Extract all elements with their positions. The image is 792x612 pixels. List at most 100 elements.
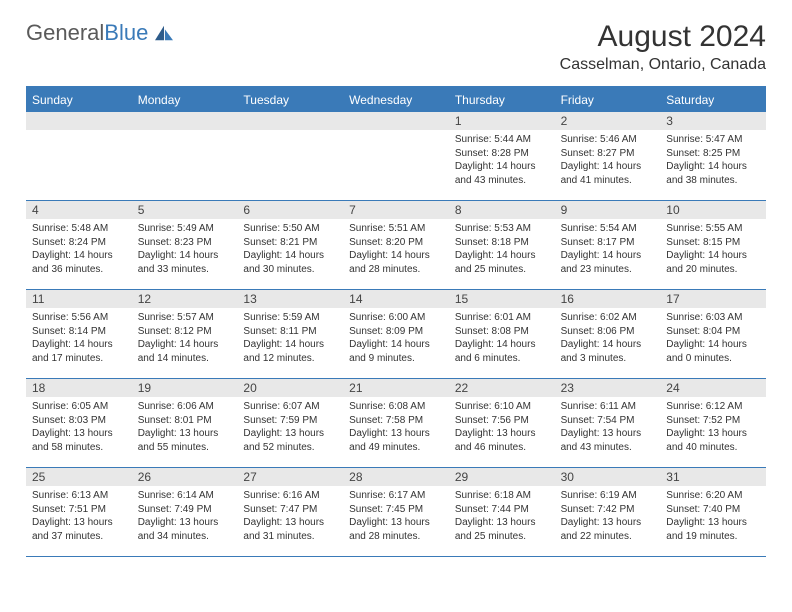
day-number: 16: [555, 290, 661, 308]
day-body: Sunrise: 6:17 AMSunset: 7:45 PMDaylight:…: [343, 486, 449, 547]
sunset-text: Sunset: 8:12 PM: [138, 325, 232, 339]
day-body: Sunrise: 5:54 AMSunset: 8:17 PMDaylight:…: [555, 219, 661, 280]
day-cell: 19Sunrise: 6:06 AMSunset: 8:01 PMDayligh…: [132, 379, 238, 467]
sunrise-text: Sunrise: 6:07 AM: [243, 400, 337, 414]
logo: GeneralBlue: [26, 20, 175, 46]
day-cell: 14Sunrise: 6:00 AMSunset: 8:09 PMDayligh…: [343, 290, 449, 378]
day-number: 4: [26, 201, 132, 219]
day-cell: 17Sunrise: 6:03 AMSunset: 8:04 PMDayligh…: [660, 290, 766, 378]
day-cell: [237, 112, 343, 200]
day-cell: 1Sunrise: 5:44 AMSunset: 8:28 PMDaylight…: [449, 112, 555, 200]
daylight-text: Daylight: 14 hours and 9 minutes.: [349, 338, 443, 365]
weekday-header: Friday: [555, 88, 661, 112]
sunrise-text: Sunrise: 6:10 AM: [455, 400, 549, 414]
week-row: 18Sunrise: 6:05 AMSunset: 8:03 PMDayligh…: [26, 379, 766, 468]
sunrise-text: Sunrise: 6:03 AM: [666, 311, 760, 325]
sunset-text: Sunset: 7:44 PM: [455, 503, 549, 517]
sunset-text: Sunset: 7:49 PM: [138, 503, 232, 517]
day-number: 20: [237, 379, 343, 397]
daylight-text: Daylight: 14 hours and 43 minutes.: [455, 160, 549, 187]
sunrise-text: Sunrise: 5:47 AM: [666, 133, 760, 147]
daylight-text: Daylight: 14 hours and 17 minutes.: [32, 338, 126, 365]
week-row: 25Sunrise: 6:13 AMSunset: 7:51 PMDayligh…: [26, 468, 766, 557]
sunset-text: Sunset: 8:01 PM: [138, 414, 232, 428]
sunset-text: Sunset: 8:24 PM: [32, 236, 126, 250]
daylight-text: Daylight: 13 hours and 58 minutes.: [32, 427, 126, 454]
day-cell: 2Sunrise: 5:46 AMSunset: 8:27 PMDaylight…: [555, 112, 661, 200]
sunrise-text: Sunrise: 6:06 AM: [138, 400, 232, 414]
day-number-empty: [237, 112, 343, 130]
sunrise-text: Sunrise: 6:00 AM: [349, 311, 443, 325]
calendar-page: GeneralBlue August 2024 Casselman, Ontar…: [0, 0, 792, 567]
daylight-text: Daylight: 14 hours and 0 minutes.: [666, 338, 760, 365]
sunrise-text: Sunrise: 5:53 AM: [455, 222, 549, 236]
day-body: Sunrise: 5:44 AMSunset: 8:28 PMDaylight:…: [449, 130, 555, 191]
sunrise-text: Sunrise: 6:11 AM: [561, 400, 655, 414]
sunset-text: Sunset: 8:25 PM: [666, 147, 760, 161]
sunrise-text: Sunrise: 6:13 AM: [32, 489, 126, 503]
day-cell: 25Sunrise: 6:13 AMSunset: 7:51 PMDayligh…: [26, 468, 132, 556]
sunset-text: Sunset: 8:20 PM: [349, 236, 443, 250]
sunrise-text: Sunrise: 6:16 AM: [243, 489, 337, 503]
sunset-text: Sunset: 7:52 PM: [666, 414, 760, 428]
week-row: 4Sunrise: 5:48 AMSunset: 8:24 PMDaylight…: [26, 201, 766, 290]
day-body: Sunrise: 6:13 AMSunset: 7:51 PMDaylight:…: [26, 486, 132, 547]
sunrise-text: Sunrise: 6:20 AM: [666, 489, 760, 503]
day-number: 31: [660, 468, 766, 486]
sunrise-text: Sunrise: 6:19 AM: [561, 489, 655, 503]
sunset-text: Sunset: 7:59 PM: [243, 414, 337, 428]
daylight-text: Daylight: 14 hours and 36 minutes.: [32, 249, 126, 276]
day-number: 6: [237, 201, 343, 219]
logo-text-blue: Blue: [104, 20, 148, 45]
day-body: Sunrise: 5:49 AMSunset: 8:23 PMDaylight:…: [132, 219, 238, 280]
day-body: Sunrise: 5:57 AMSunset: 8:12 PMDaylight:…: [132, 308, 238, 369]
sunrise-text: Sunrise: 6:05 AM: [32, 400, 126, 414]
day-number: 1: [449, 112, 555, 130]
daylight-text: Daylight: 13 hours and 19 minutes.: [666, 516, 760, 543]
day-cell: 11Sunrise: 5:56 AMSunset: 8:14 PMDayligh…: [26, 290, 132, 378]
day-cell: 28Sunrise: 6:17 AMSunset: 7:45 PMDayligh…: [343, 468, 449, 556]
daylight-text: Daylight: 14 hours and 28 minutes.: [349, 249, 443, 276]
sunrise-text: Sunrise: 6:02 AM: [561, 311, 655, 325]
day-number: 26: [132, 468, 238, 486]
weekday-header: Thursday: [449, 88, 555, 112]
day-number: 2: [555, 112, 661, 130]
day-body: Sunrise: 5:48 AMSunset: 8:24 PMDaylight:…: [26, 219, 132, 280]
daylight-text: Daylight: 14 hours and 12 minutes.: [243, 338, 337, 365]
day-cell: 21Sunrise: 6:08 AMSunset: 7:58 PMDayligh…: [343, 379, 449, 467]
weekday-header: Monday: [132, 88, 238, 112]
sunrise-text: Sunrise: 6:18 AM: [455, 489, 549, 503]
daylight-text: Daylight: 13 hours and 37 minutes.: [32, 516, 126, 543]
daylight-text: Daylight: 13 hours and 31 minutes.: [243, 516, 337, 543]
daylight-text: Daylight: 13 hours and 43 minutes.: [561, 427, 655, 454]
sunrise-text: Sunrise: 5:55 AM: [666, 222, 760, 236]
sunset-text: Sunset: 7:58 PM: [349, 414, 443, 428]
weekday-header: Sunday: [26, 88, 132, 112]
week-row: 11Sunrise: 5:56 AMSunset: 8:14 PMDayligh…: [26, 290, 766, 379]
day-body: Sunrise: 5:53 AMSunset: 8:18 PMDaylight:…: [449, 219, 555, 280]
day-cell: 7Sunrise: 5:51 AMSunset: 8:20 PMDaylight…: [343, 201, 449, 289]
day-body: Sunrise: 6:00 AMSunset: 8:09 PMDaylight:…: [343, 308, 449, 369]
day-body: Sunrise: 6:12 AMSunset: 7:52 PMDaylight:…: [660, 397, 766, 458]
daylight-text: Daylight: 13 hours and 28 minutes.: [349, 516, 443, 543]
day-body: Sunrise: 5:47 AMSunset: 8:25 PMDaylight:…: [660, 130, 766, 191]
day-cell: 13Sunrise: 5:59 AMSunset: 8:11 PMDayligh…: [237, 290, 343, 378]
day-body: Sunrise: 6:06 AMSunset: 8:01 PMDaylight:…: [132, 397, 238, 458]
day-number: 23: [555, 379, 661, 397]
day-body: Sunrise: 6:08 AMSunset: 7:58 PMDaylight:…: [343, 397, 449, 458]
daylight-text: Daylight: 14 hours and 6 minutes.: [455, 338, 549, 365]
day-cell: 10Sunrise: 5:55 AMSunset: 8:15 PMDayligh…: [660, 201, 766, 289]
sunrise-text: Sunrise: 5:50 AM: [243, 222, 337, 236]
sunrise-text: Sunrise: 6:01 AM: [455, 311, 549, 325]
day-number: 29: [449, 468, 555, 486]
sunset-text: Sunset: 8:15 PM: [666, 236, 760, 250]
sunrise-text: Sunrise: 5:56 AM: [32, 311, 126, 325]
day-cell: 15Sunrise: 6:01 AMSunset: 8:08 PMDayligh…: [449, 290, 555, 378]
sunset-text: Sunset: 8:27 PM: [561, 147, 655, 161]
daylight-text: Daylight: 13 hours and 34 minutes.: [138, 516, 232, 543]
day-body: Sunrise: 5:50 AMSunset: 8:21 PMDaylight:…: [237, 219, 343, 280]
day-cell: 8Sunrise: 5:53 AMSunset: 8:18 PMDaylight…: [449, 201, 555, 289]
day-cell: 18Sunrise: 6:05 AMSunset: 8:03 PMDayligh…: [26, 379, 132, 467]
daylight-text: Daylight: 14 hours and 33 minutes.: [138, 249, 232, 276]
day-number: 18: [26, 379, 132, 397]
